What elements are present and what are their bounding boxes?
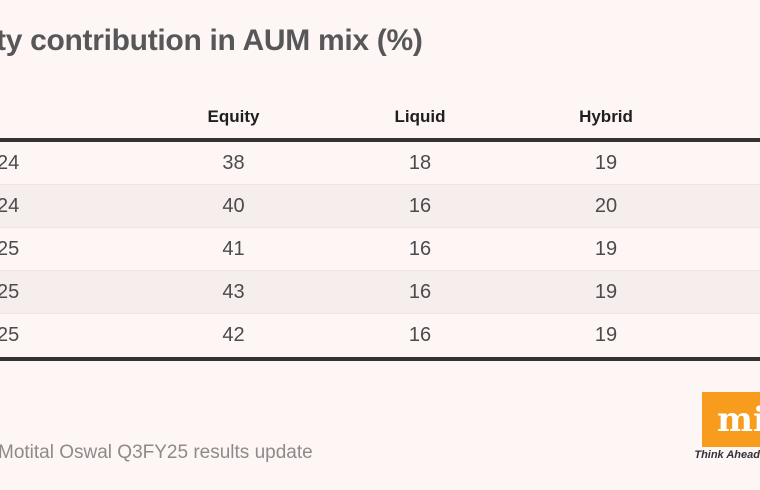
header-cell-hybrid: Hybrid (579, 107, 633, 126)
row-label: 24 (0, 151, 20, 174)
cell-hybrid: 19 (594, 151, 618, 174)
table-row: 25 42 16 19 (0, 314, 760, 361)
table-row: 25 41 16 19 (0, 228, 760, 271)
row-label: 25 (0, 237, 20, 260)
cell-hybrid: 19 (594, 237, 618, 260)
cell-liquid: 16 (408, 324, 432, 346)
cell-equity: 40 (222, 194, 245, 217)
cell-equity: 38 (222, 151, 245, 174)
cell-liquid: 16 (408, 280, 432, 303)
row-label: 25 (0, 280, 20, 303)
table-row: 25 43 16 19 (0, 271, 760, 314)
mint-logo: mi (702, 392, 760, 447)
row-label: 24 (0, 194, 20, 217)
table-row: 24 40 16 20 (0, 185, 760, 228)
header-cell-equity: Equity (207, 107, 260, 126)
row-label: 25 (0, 324, 20, 346)
cell-liquid: 18 (408, 151, 432, 174)
cell-hybrid: 20 (594, 194, 618, 217)
chart-title: ty contribution in AUM mix (%) (0, 24, 423, 57)
cell-liquid: 16 (408, 237, 432, 260)
cell-hybrid: 19 (594, 280, 618, 303)
cell-equity: 41 (222, 237, 245, 260)
cell-equity: 43 (222, 280, 245, 303)
cell-hybrid: 19 (594, 324, 618, 346)
cell-liquid: 16 (408, 194, 432, 217)
mint-tagline: Think Ahead. (694, 449, 760, 461)
data-table: Equity Liquid Hybrid 24 38 18 19 24 40 1… (0, 96, 760, 361)
mint-logo-text: mi (717, 399, 760, 440)
table-header-row: Equity Liquid Hybrid (0, 96, 760, 142)
source-attribution: Motital Oswal Q3FY25 results update (0, 442, 313, 463)
table-row: 24 38 18 19 (0, 142, 760, 185)
cell-equity: 42 (222, 324, 245, 346)
header-cell-liquid: Liquid (394, 107, 446, 126)
